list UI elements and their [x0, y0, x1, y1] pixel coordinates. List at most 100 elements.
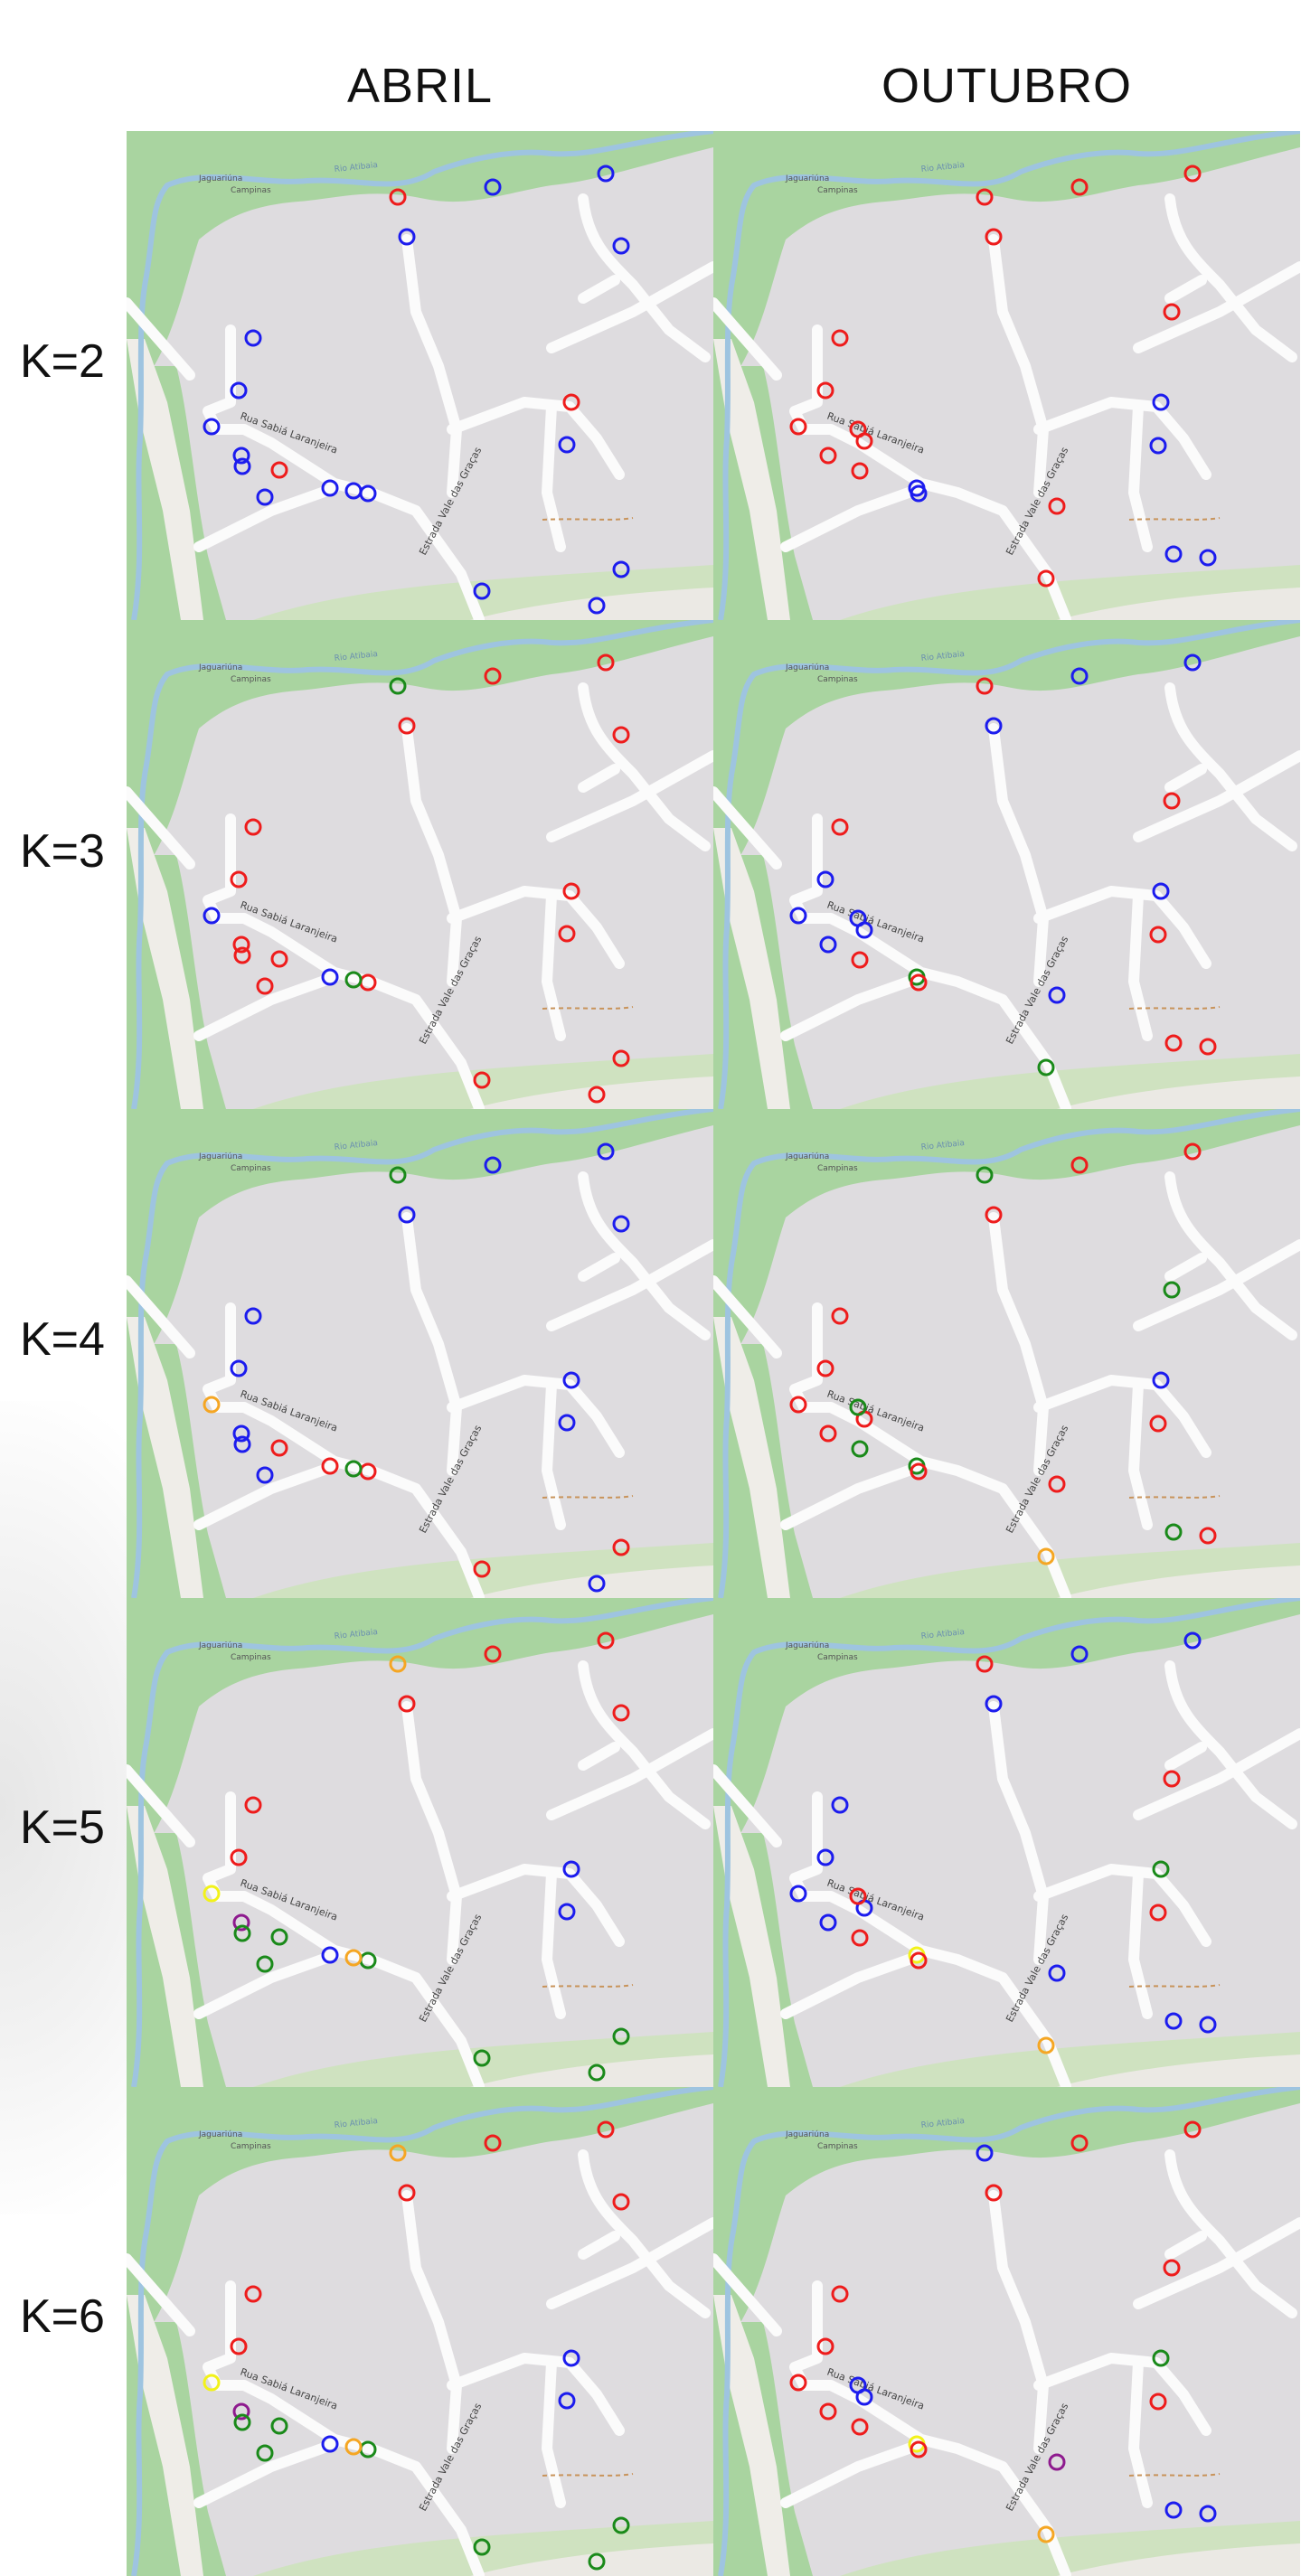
- cluster-point-green: [389, 677, 407, 695]
- column-title-abril: ABRIL: [346, 59, 494, 113]
- cluster-point-red: [558, 925, 576, 943]
- area-label-2: Campinas: [817, 2142, 858, 2151]
- map-panel-k5-outubro: Rua Sabiá Laranjeira Estrada Vale das Gra…: [713, 1598, 1300, 2087]
- trail: [1128, 517, 1221, 521]
- row-label-k6: K=6: [20, 2290, 105, 2343]
- cluster-point-blue: [256, 488, 274, 506]
- cluster-point-blue: [321, 1946, 339, 1964]
- cluster-point-red: [1163, 2259, 1181, 2277]
- cluster-point-blue: [1183, 653, 1202, 672]
- cluster-point-green: [256, 1955, 274, 1973]
- cluster-point-red: [1163, 1770, 1181, 1788]
- river-line: [131, 2087, 713, 2576]
- cluster-point-red: [597, 2120, 615, 2139]
- cluster-point-green: [976, 1166, 994, 1184]
- cluster-point-red: [612, 1049, 630, 1067]
- cluster-point-green: [612, 2027, 630, 2045]
- road-1: [203, 2280, 485, 2576]
- area-label-2: Campinas: [231, 2142, 271, 2151]
- area-label-2: Campinas: [817, 186, 858, 195]
- cluster-point-red: [819, 447, 837, 465]
- trail: [542, 1495, 634, 1499]
- road-3: [401, 2190, 462, 2454]
- road-3: [988, 723, 1049, 987]
- forest-area: [713, 1109, 1300, 1380]
- cluster-point-blue: [985, 1695, 1003, 1713]
- cluster-point-green: [256, 2444, 274, 2462]
- road-8: [578, 764, 620, 793]
- cluster-point-blue: [849, 909, 867, 927]
- cluster-point-red: [389, 188, 407, 206]
- cluster-point-blue: [398, 228, 416, 246]
- cluster-markers: [203, 165, 630, 615]
- cluster-point-blue: [831, 1796, 849, 1814]
- cluster-point-red: [1164, 1034, 1183, 1052]
- cluster-point-red: [831, 2285, 849, 2303]
- cluster-point-green: [1152, 2349, 1170, 2367]
- river-line: [131, 1598, 713, 2087]
- trail: [1128, 1006, 1221, 1010]
- cluster-point-blue: [244, 329, 262, 347]
- cluster-point-red: [1199, 1527, 1217, 1545]
- cleared-strip: [127, 339, 203, 620]
- road-8: [1164, 764, 1207, 793]
- road-5: [542, 401, 566, 552]
- field-area-2: [1057, 1076, 1300, 1109]
- road-5: [1128, 2357, 1153, 2508]
- cluster-point-purple: [232, 2402, 250, 2421]
- cluster-markers: [203, 2120, 630, 2571]
- cluster-point-red: [1183, 2120, 1202, 2139]
- forest-area: [713, 2087, 1300, 2358]
- cluster-point-green: [389, 1166, 407, 1184]
- road-6: [578, 1171, 711, 1340]
- row-label-k2: K=2: [20, 335, 105, 388]
- road-1: [203, 1302, 485, 1598]
- road-8: [578, 275, 620, 304]
- cluster-point-red: [1163, 303, 1181, 321]
- cluster-point-blue: [1164, 2501, 1183, 2519]
- road-5: [542, 1868, 566, 2019]
- road-0: [713, 1764, 782, 1847]
- road-4: [447, 2353, 625, 2436]
- cluster-point-blue: [562, 2349, 580, 2367]
- cluster-point-red: [849, 1887, 867, 1905]
- road-3: [988, 234, 1049, 498]
- area-label-2: Campinas: [231, 1653, 271, 1662]
- cluster-point-red: [588, 1086, 606, 1104]
- cluster-point-blue: [233, 457, 251, 475]
- cluster-point-red: [789, 2374, 807, 2392]
- area-label-2: Campinas: [817, 675, 858, 684]
- cluster-point-red: [789, 1396, 807, 1414]
- cluster-point-red: [910, 2440, 928, 2458]
- road-0: [127, 786, 195, 870]
- map-panel-k4-abril: Rua Sabiá Laranjeira Estrada Vale das Gra…: [127, 1109, 713, 1598]
- forest-area: [127, 131, 713, 402]
- cleared-strip: [127, 2295, 203, 2576]
- road-0: [127, 2253, 195, 2336]
- cluster-point-blue: [1152, 393, 1170, 411]
- cluster-markers: [203, 1631, 630, 2082]
- road-6: [1164, 682, 1297, 851]
- cluster-point-green: [233, 1924, 251, 1942]
- cluster-point-blue: [398, 1206, 416, 1224]
- cluster-point-red: [816, 2337, 834, 2355]
- map-panel-k2-outubro: Rua Sabiá Laranjeira Estrada Vale das Gra…: [713, 131, 1300, 620]
- area-label: Jaguariúna: [785, 663, 829, 672]
- map-panel-k4-outubro: Rua Sabiá Laranjeira Estrada Vale das Gra…: [713, 1109, 1300, 1598]
- map-panel-k6-abril: Rua Sabiá Laranjeira Estrada Vale das Gra…: [127, 2087, 713, 2576]
- cluster-point-blue: [816, 1848, 834, 1866]
- road-7: [1133, 1728, 1300, 1820]
- road-6: [578, 2149, 711, 2318]
- cluster-point-red: [232, 935, 250, 954]
- road-6: [1164, 1171, 1297, 1340]
- cleared-strip: [127, 828, 203, 1109]
- forest-area: [127, 1109, 713, 1380]
- road-8: [1164, 2231, 1207, 2260]
- road-0: [713, 1275, 782, 1359]
- cluster-point-red: [1183, 165, 1202, 183]
- cluster-point-red: [244, 2285, 262, 2303]
- trail: [1128, 1984, 1221, 1988]
